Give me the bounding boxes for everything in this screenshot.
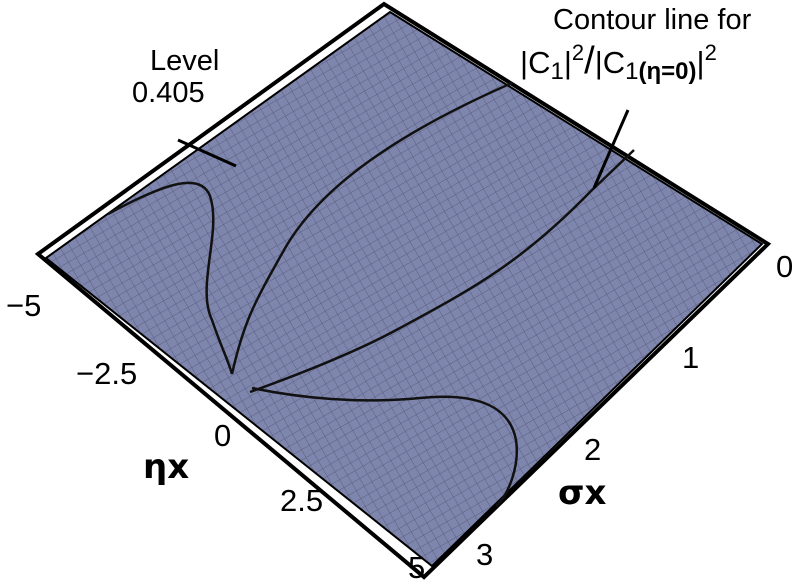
formula-c-1: C [528,45,550,80]
sigma-tick-label: 1 [682,340,699,375]
formula-bar-2: | [564,45,572,80]
eta-tick-label: −5 [6,288,41,323]
eta-tick-label: 5 [408,550,425,585]
formula-arg: (η=0) [639,58,697,85]
eta-tick-label: −2.5 [76,356,137,391]
formula-sup-2a: 2 [572,40,584,65]
sigma-axis-label: σx [558,473,606,513]
level-value: 0.405 [132,77,205,109]
formula-bar-1: | [520,45,528,80]
sigma-tick-label: 0 [776,249,793,284]
formula-bar-4: | [697,45,705,80]
formula-sub-2: 1 [625,58,638,85]
bounding-box-frame [34,1,772,580]
contour-annotation-formula: |C1|2/|C1(η=0)|2 [520,40,717,85]
contour-line-lower-branch [249,149,635,394]
eta-axis-label: ηx [143,447,189,487]
sigma-tick-label: 3 [476,537,493,572]
formula-c-2: C [603,45,625,80]
eta-tick-label: 2.5 [280,483,323,518]
surface-plane [44,10,764,568]
level-label: Level [150,45,219,77]
formula-sub-1: 1 [550,58,563,85]
contour-line-left-s [107,181,234,375]
formula-slash: / [584,40,595,82]
sigma-tick-label: 2 [584,432,601,467]
contour-pointer-line [592,109,630,189]
contour-line-upper-branch [230,81,513,375]
eta-tick-label: 0 [214,418,231,453]
level-pointer-line [177,138,237,168]
contour-annotation-title: Contour line for [553,4,752,36]
formula-bar-3: | [595,45,603,80]
formula-sup-2b: 2 [705,40,717,65]
contour-line-bottom-s [251,386,519,507]
